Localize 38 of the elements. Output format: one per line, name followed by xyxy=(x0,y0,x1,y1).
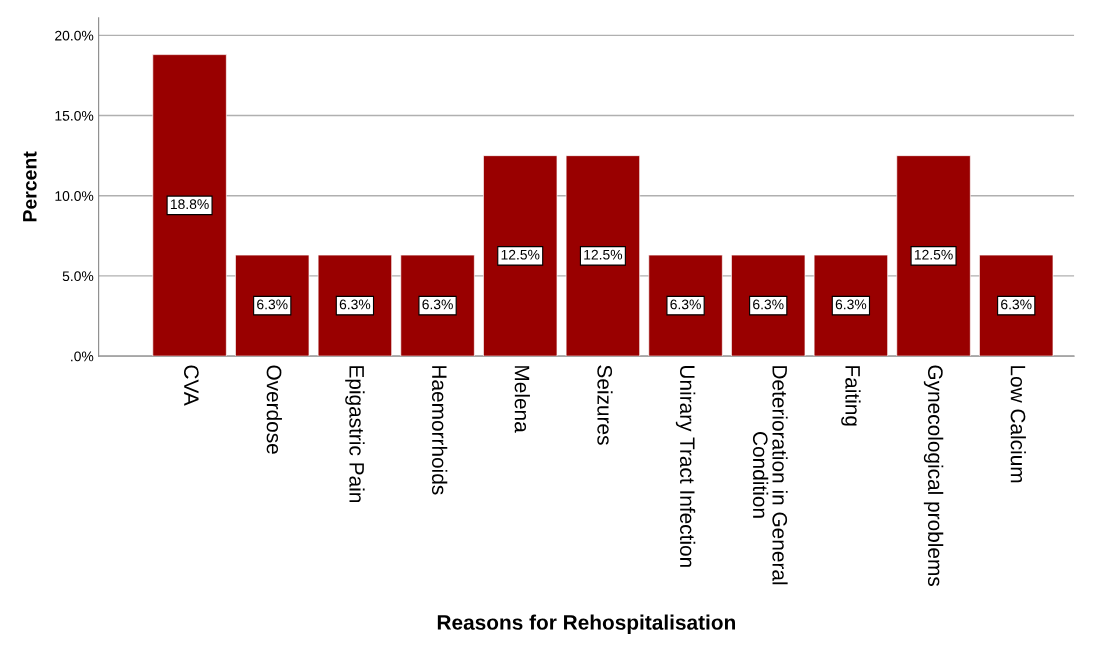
data-label: 6.3% xyxy=(257,299,288,310)
data-label: 12.5% xyxy=(501,249,540,260)
y-tick-label: 15.0% xyxy=(55,110,94,121)
x-tick-label: Epigastric Pain xyxy=(345,366,365,503)
data-label: 12.5% xyxy=(584,249,623,260)
x-axis-title: Reasons for Rehospitalisation xyxy=(437,614,735,634)
data-label: 6.3% xyxy=(422,299,453,310)
data-label: 18.8% xyxy=(170,199,209,210)
data-label: 6.3% xyxy=(339,299,371,310)
x-tick-label: Unirary Tract Infection xyxy=(675,366,696,567)
x-tick-label: Low Calcium xyxy=(1010,366,1026,483)
x-tick-label: Deterioration in General Condition xyxy=(752,366,788,585)
x-tick-label: Overdose xyxy=(266,365,282,454)
x-tick-label: Gynecological problems xyxy=(923,365,944,587)
y-tick-label: 10.0% xyxy=(55,191,94,201)
x-tick-label: Melena xyxy=(514,366,530,433)
data-label: 6.3% xyxy=(1001,299,1032,310)
x-tick-label: Haemorrhoids xyxy=(431,366,448,495)
y-tick-label: .0% xyxy=(71,351,94,362)
x-tick-label: Seizures xyxy=(597,365,613,445)
bar xyxy=(896,155,971,357)
data-label: 6.3% xyxy=(753,299,784,310)
x-tick-label: Faiting xyxy=(841,366,861,426)
data-label: 6.3% xyxy=(835,299,867,310)
bar xyxy=(235,254,310,357)
bar xyxy=(483,155,558,357)
bar xyxy=(152,54,227,357)
y-axis-title: Percent xyxy=(23,151,37,222)
bar xyxy=(979,254,1054,357)
data-label: 6.3% xyxy=(670,299,701,310)
y-tick-label: 5.0% xyxy=(62,271,94,282)
bar xyxy=(731,254,806,357)
x-tick-label: CVA xyxy=(183,365,199,406)
bar xyxy=(813,254,889,357)
bar xyxy=(565,155,641,357)
y-tick-label: 20.0% xyxy=(55,30,94,41)
data-label: 12.5% xyxy=(914,249,953,260)
bar xyxy=(317,254,393,357)
